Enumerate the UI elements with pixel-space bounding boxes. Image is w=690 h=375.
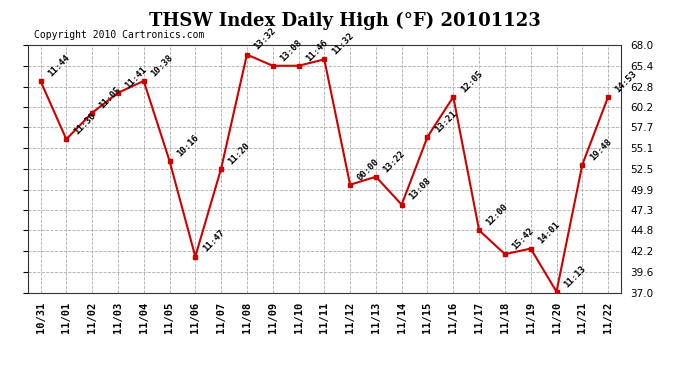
Text: 11:41: 11:41 xyxy=(124,65,149,90)
Text: Copyright 2010 Cartronics.com: Copyright 2010 Cartronics.com xyxy=(34,30,204,40)
Text: 14:53: 14:53 xyxy=(613,69,639,94)
Text: THSW Index Daily High (°F) 20101123: THSW Index Daily High (°F) 20101123 xyxy=(149,11,541,30)
Text: 11:46: 11:46 xyxy=(304,38,329,63)
Text: 11:44: 11:44 xyxy=(46,53,72,78)
Text: 10:38: 10:38 xyxy=(149,53,175,78)
Text: 11:05: 11:05 xyxy=(98,85,123,110)
Text: 12:05: 12:05 xyxy=(459,69,484,94)
Text: 00:00: 00:00 xyxy=(355,157,381,182)
Text: 11:13: 11:13 xyxy=(562,264,587,289)
Text: 11:47: 11:47 xyxy=(201,228,226,254)
Text: 13:32: 13:32 xyxy=(253,26,278,52)
Text: 11:20: 11:20 xyxy=(226,141,252,166)
Text: 13:08: 13:08 xyxy=(278,38,304,63)
Text: 11:30: 11:30 xyxy=(72,111,97,136)
Text: 13:08: 13:08 xyxy=(407,177,433,202)
Text: 11:32: 11:32 xyxy=(330,31,355,57)
Text: 13:21: 13:21 xyxy=(433,109,458,134)
Text: 12:00: 12:00 xyxy=(484,202,510,228)
Text: 15:42: 15:42 xyxy=(511,226,536,251)
Text: 10:16: 10:16 xyxy=(175,133,200,158)
Text: 13:22: 13:22 xyxy=(382,148,407,174)
Text: 19:48: 19:48 xyxy=(588,136,613,162)
Text: 14:01: 14:01 xyxy=(536,220,562,246)
